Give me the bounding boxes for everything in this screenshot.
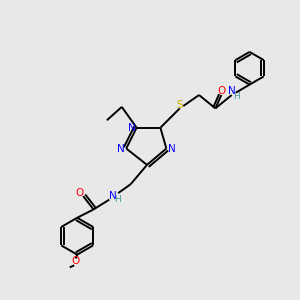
Text: H: H	[233, 92, 240, 101]
Text: N: N	[168, 143, 176, 154]
Text: N: N	[228, 86, 236, 96]
Text: O: O	[217, 86, 226, 96]
Text: N: N	[109, 191, 117, 201]
Text: N: N	[128, 123, 136, 133]
Text: O: O	[72, 256, 80, 266]
Text: O: O	[75, 188, 83, 197]
Text: H: H	[115, 194, 121, 203]
Text: N: N	[117, 143, 125, 154]
Text: S: S	[176, 100, 183, 110]
